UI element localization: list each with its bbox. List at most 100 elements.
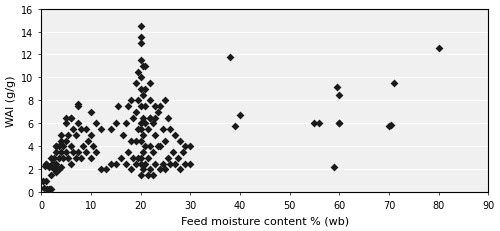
Point [142,145,150,149]
Point [52,151,60,154]
Point [166,128,174,131]
Point [57,165,65,169]
Point [64,156,72,160]
Point [44,187,52,191]
Point [156,105,164,109]
Point [41,164,49,168]
Point [159,162,167,166]
Point [40,186,48,190]
Point [146,116,154,120]
Point [144,128,152,131]
Point [119,134,127,137]
Point [181,162,189,166]
Point [142,122,150,126]
Point [122,162,130,166]
Point [52,145,60,149]
Point [67,145,75,149]
Point [132,162,140,166]
Point [172,162,179,166]
Point [50,168,58,171]
Point [136,42,144,46]
Point [60,156,68,160]
Point [124,105,132,109]
Point [97,168,105,171]
Point [48,162,56,166]
Point [70,128,78,131]
Point [159,128,167,131]
Point [136,105,144,109]
Point [92,122,100,126]
Point [166,162,174,166]
Point [106,128,114,131]
Point [67,116,75,120]
Point [149,151,157,154]
Point [152,162,160,166]
Point [146,145,154,149]
Point [47,173,55,177]
Point [142,162,150,166]
Point [156,168,164,171]
Point [310,122,318,126]
Point [67,116,75,120]
Point [74,122,82,126]
Point [226,56,234,59]
Point [126,168,134,171]
Point [162,168,170,171]
Point [47,187,55,191]
Point [139,151,147,154]
Point [136,128,144,131]
Point [42,162,50,166]
Point [139,168,147,171]
Point [72,134,80,137]
Point [390,82,398,86]
Point [330,165,338,169]
Point [139,116,147,120]
Point [172,134,179,137]
Point [77,156,85,160]
Point [136,25,144,28]
Point [82,128,90,131]
Point [124,151,132,154]
Point [134,128,142,131]
Point [336,93,344,97]
Point [106,162,114,166]
Point [132,111,140,114]
Point [162,139,170,143]
Point [43,187,51,191]
Point [146,168,154,171]
Point [126,139,134,143]
Point [154,111,162,114]
Point [336,122,344,126]
Point [136,36,144,40]
Point [77,128,85,131]
Point [122,122,130,126]
Point [146,82,154,86]
Point [134,70,142,74]
Point [52,162,60,166]
Point [87,156,95,160]
Point [112,122,120,126]
Point [149,122,157,126]
Point [434,46,442,50]
Point [178,151,186,154]
Point [186,145,194,149]
Point [132,82,140,86]
Point [142,105,150,109]
Point [132,139,140,143]
Point [176,168,184,171]
Point [42,179,50,183]
Point [136,173,144,177]
Point [87,111,95,114]
Point [231,124,239,128]
Point [388,123,396,127]
Point [126,99,134,103]
Point [51,165,59,169]
X-axis label: Feed moisture content % (wb): Feed moisture content % (wb) [180,216,349,225]
Point [52,145,60,149]
Point [152,116,160,120]
Point [136,122,144,126]
Point [64,134,72,137]
Point [57,151,65,154]
Point [162,99,170,103]
Point [139,65,147,69]
